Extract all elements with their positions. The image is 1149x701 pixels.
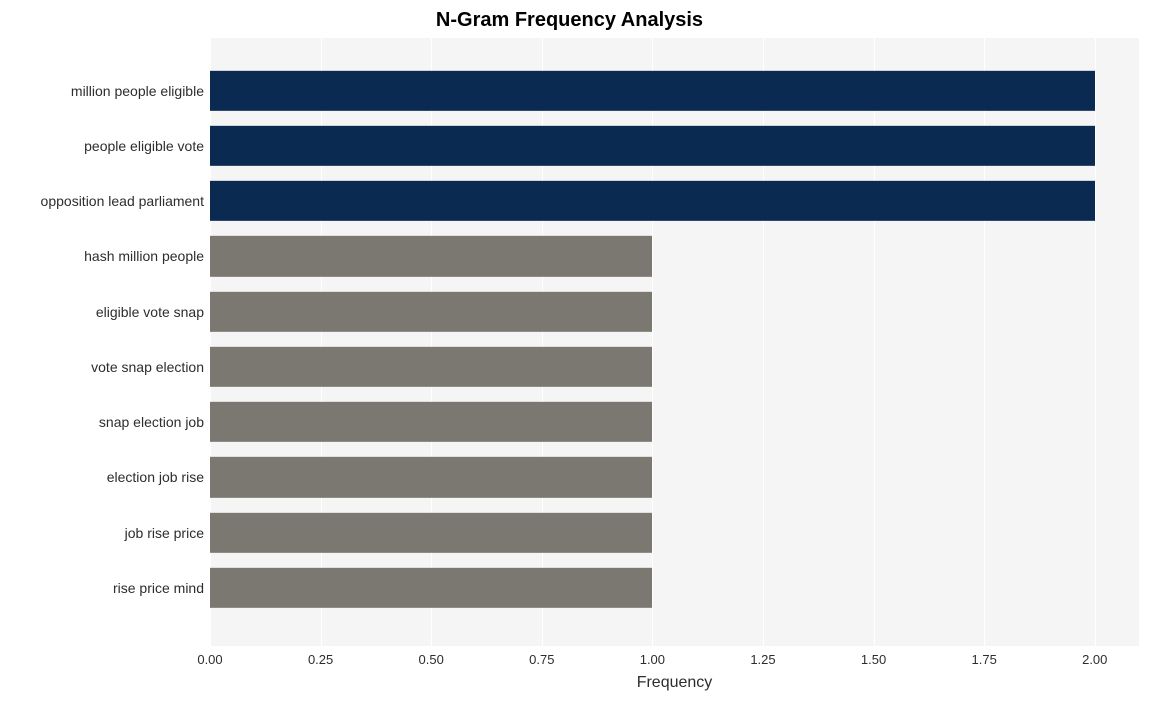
y-tick-label: opposition lead parliament bbox=[41, 193, 204, 209]
bar bbox=[210, 568, 652, 608]
y-tick-label: rise price mind bbox=[113, 580, 204, 596]
x-tick-label: 0.00 bbox=[197, 652, 222, 667]
y-tick-label: snap election job bbox=[99, 414, 204, 430]
chart-title: N-Gram Frequency Analysis bbox=[0, 5, 1139, 38]
bar bbox=[210, 402, 652, 442]
bar bbox=[210, 126, 1095, 166]
bar bbox=[210, 513, 652, 553]
y-tick-label: job rise price bbox=[125, 525, 204, 541]
y-tick-label: hash million people bbox=[84, 248, 204, 264]
x-tick-label: 0.75 bbox=[529, 652, 554, 667]
y-tick-label: eligible vote snap bbox=[96, 304, 204, 320]
bar bbox=[210, 457, 652, 497]
x-tick-label: 1.25 bbox=[750, 652, 775, 667]
x-axis-title: Frequency bbox=[210, 674, 1139, 692]
x-tick-label: 0.25 bbox=[308, 652, 333, 667]
bar bbox=[210, 347, 652, 387]
bar bbox=[210, 181, 1095, 221]
bar bbox=[210, 291, 652, 331]
y-tick-label: election job rise bbox=[107, 469, 204, 485]
bar bbox=[210, 70, 1095, 110]
x-tick-label: 1.75 bbox=[972, 652, 997, 667]
x-tick-label: 1.00 bbox=[640, 652, 665, 667]
x-tick-label: 0.50 bbox=[419, 652, 444, 667]
bar bbox=[210, 236, 652, 276]
y-tick-label: people eligible vote bbox=[84, 138, 204, 154]
grid-line bbox=[1095, 38, 1096, 646]
x-tick-label: 2.00 bbox=[1082, 652, 1107, 667]
y-tick-label: million people eligible bbox=[71, 83, 204, 99]
y-tick-label: vote snap election bbox=[91, 359, 204, 375]
ngram-frequency-chart: N-Gram Frequency Analysis Frequency 0.00… bbox=[0, 0, 1149, 701]
plot-area: Frequency 0.000.250.500.751.001.251.501.… bbox=[210, 38, 1139, 646]
x-tick-label: 1.50 bbox=[861, 652, 886, 667]
